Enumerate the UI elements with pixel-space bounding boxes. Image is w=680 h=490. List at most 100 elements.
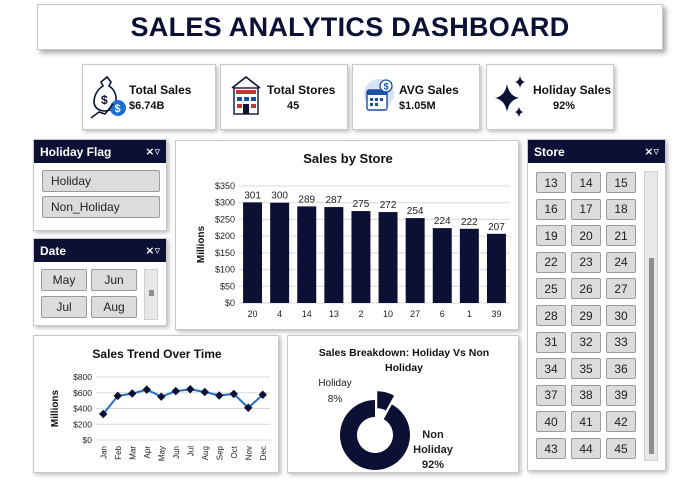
store-item[interactable]: 13 (536, 172, 566, 193)
slice-label-value: 8% (328, 394, 343, 405)
holiday-flag-slicer: Holiday Flag ⨯▿ Holiday Non_Holiday (33, 139, 167, 231)
bar (405, 218, 425, 303)
x-tick-label: Nov (244, 446, 253, 460)
y-tick-label: $800 (73, 372, 92, 382)
store-slicer: Store ⨯▿ 13 14 15 16 17 18 19 20 21 22 23 24 25 26 27 2… (527, 139, 666, 471)
scrollbar-thumb[interactable] (149, 290, 154, 296)
store-item[interactable]: 19 (536, 225, 566, 247)
slicer-item-jul[interactable]: Jul (41, 296, 87, 318)
clear-filter-icon[interactable]: ⨯▿ (644, 146, 659, 158)
pie-slice (377, 391, 395, 411)
store-item[interactable]: 35 (571, 358, 601, 380)
data-label: 272 (380, 200, 397, 211)
store-item[interactable]: 45 (606, 438, 636, 459)
date-slicer: Date ⨯▿ May Jun Jul Aug (33, 238, 167, 326)
store-item[interactable]: 44 (571, 438, 601, 459)
store-item[interactable]: 26 (571, 278, 601, 300)
store-item[interactable]: 29 (571, 305, 601, 326)
store-slicer-scrollbar[interactable] (644, 171, 658, 461)
y-tick-label: $200 (215, 231, 235, 241)
date-slicer-scrollbar[interactable] (144, 269, 158, 320)
kpi-card-total-sales: $ $ Total Sales $6.74B (82, 64, 216, 130)
data-label: 301 (244, 190, 261, 201)
slicer-header: Store ⨯▿ (528, 140, 665, 163)
slicer-item-non-holiday[interactable]: Non_Holiday (42, 196, 160, 218)
slice-label-name: Non (422, 429, 444, 441)
x-tick-label: Feb (114, 445, 123, 459)
slice-label-name: Holiday (413, 444, 454, 456)
kpi-card-avg-sales: $ AVG Sales $1.05M (352, 64, 480, 130)
store-item[interactable]: 22 (536, 251, 566, 273)
bar (297, 206, 317, 303)
slicer-item-holiday[interactable]: Holiday (42, 170, 160, 192)
clear-filter-icon[interactable]: ⨯▿ (145, 245, 160, 257)
data-label: 289 (298, 194, 315, 205)
x-tick-label: Sep (215, 445, 224, 460)
store-item[interactable]: 27 (606, 278, 636, 300)
store-item[interactable]: 17 (571, 198, 601, 220)
store-item[interactable]: 43 (536, 438, 566, 459)
store-item[interactable]: 24 (606, 251, 636, 273)
y-tick-label: $0 (83, 435, 93, 445)
kpi-value: $1.05M (399, 99, 436, 112)
sales-trend-chart-panel: Sales Trend Over Time $0 $200 $400 $600 $800… (33, 335, 279, 473)
data-point (258, 390, 267, 399)
store-item[interactable]: 16 (536, 198, 566, 220)
store-item[interactable]: 15 (606, 172, 636, 193)
dashboard-title-box: SALES ANALYTICS DASHBOARD (37, 4, 663, 50)
store-item[interactable]: 32 (571, 331, 601, 353)
y-tick-label: $150 (215, 248, 235, 258)
scrollbar-thumb[interactable] (649, 258, 654, 454)
x-tick-label: May (157, 446, 166, 461)
bar (378, 212, 398, 303)
store-item[interactable]: 18 (606, 198, 636, 220)
clear-filter-icon[interactable]: ⨯▿ (145, 146, 160, 158)
store-item[interactable]: 41 (571, 411, 601, 433)
slice-label-value: 92% (422, 459, 444, 471)
store-item[interactable]: 37 (536, 384, 566, 406)
x-tick-label: 39 (491, 309, 501, 319)
kpi-label: AVG Sales (399, 82, 459, 97)
store-item[interactable]: 28 (536, 305, 566, 326)
store-item[interactable]: 14 (571, 172, 601, 193)
store-item[interactable]: 39 (606, 384, 636, 406)
store-item[interactable]: 42 (606, 411, 636, 433)
store-item[interactable]: 25 (536, 278, 566, 300)
kpi-label: Total Stores (267, 82, 336, 97)
bar (351, 211, 371, 303)
store-item[interactable]: 23 (571, 251, 601, 273)
y-tick-label: $250 (215, 214, 235, 224)
data-label: 254 (407, 206, 424, 217)
y-tick-label: $50 (220, 281, 235, 291)
svg-text:$: $ (115, 103, 121, 115)
y-tick-label: $400 (73, 404, 92, 414)
data-point (186, 384, 195, 394)
store-item[interactable]: 34 (536, 358, 566, 380)
x-tick-label: 2 (358, 309, 363, 319)
store-item[interactable]: 38 (571, 384, 601, 406)
kpi-label: Total Sales (129, 82, 192, 97)
slicer-header: Holiday Flag ⨯▿ (34, 140, 166, 163)
store-item[interactable]: 21 (606, 225, 636, 247)
x-tick-label: 27 (410, 309, 420, 319)
store-item[interactable]: 31 (536, 331, 566, 353)
chart-title: Sales Breakdown: Holiday Vs Non Holiday (318, 347, 490, 374)
kpi-value: $6.74B (129, 99, 165, 112)
money-bag-icon: $ $ (90, 75, 126, 119)
x-tick-label: 6 (440, 309, 445, 319)
slicer-item-aug[interactable]: Aug (91, 296, 137, 318)
x-tick-label: Jan (99, 446, 108, 459)
x-tick-label: 1 (467, 309, 472, 319)
store-item[interactable]: 36 (606, 358, 636, 380)
store-item[interactable]: 20 (571, 225, 601, 247)
slicer-title: Date (40, 243, 67, 258)
y-tick-label: $350 (215, 181, 235, 191)
slicer-item-jun[interactable]: Jun (91, 269, 137, 291)
store-item[interactable]: 33 (606, 331, 636, 353)
page-title: SALES ANALYTICS DASHBOARD (130, 11, 570, 42)
store-item[interactable]: 30 (606, 305, 636, 326)
store-item[interactable]: 40 (536, 411, 566, 433)
bar (432, 228, 452, 303)
slicer-item-may[interactable]: May (41, 269, 87, 291)
kpi-card-holiday-sales: Holiday Sales 92% (486, 64, 614, 130)
